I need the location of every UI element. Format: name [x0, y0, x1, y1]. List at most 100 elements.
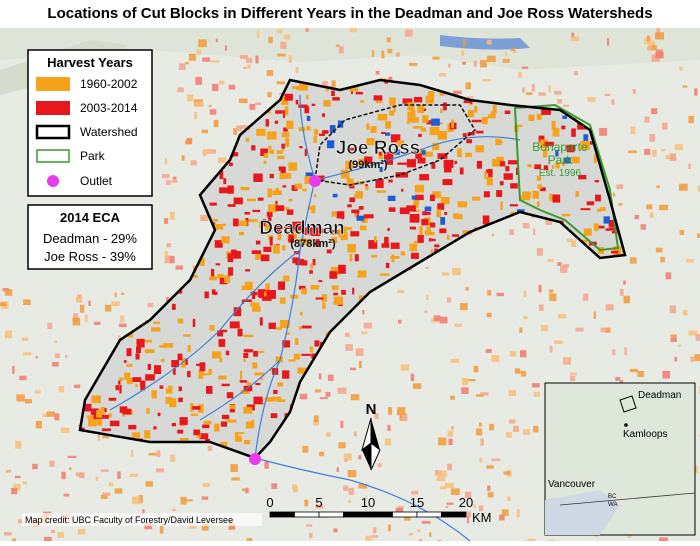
cut-block [606, 304, 614, 310]
cut-block [168, 386, 172, 391]
cut-block [148, 364, 151, 370]
cut-block [185, 62, 189, 64]
cut-block [445, 483, 454, 488]
cut-block [438, 131, 447, 140]
cut-block [537, 248, 543, 256]
cut-block [183, 334, 191, 336]
cut-block [522, 67, 528, 69]
cut-block [594, 312, 596, 319]
cut-block [202, 496, 208, 499]
cut-block [467, 511, 471, 517]
cut-block [434, 315, 441, 321]
cut-block [282, 185, 286, 187]
cut-block [276, 327, 281, 330]
cut-block [630, 257, 637, 263]
cut-block [410, 214, 420, 223]
cut-block [439, 228, 446, 233]
cut-block [35, 390, 41, 393]
cut-block [239, 232, 244, 235]
cut-block [15, 441, 21, 449]
cut-block [275, 110, 283, 113]
cut-block [280, 42, 286, 49]
cut-block [336, 45, 340, 47]
cut-block [451, 359, 460, 363]
cut-block [527, 164, 531, 167]
cut-block [480, 392, 488, 395]
park-label: Est. 1996 [539, 168, 582, 179]
cut-block [407, 159, 416, 167]
cut-block [647, 36, 650, 41]
cut-block [465, 153, 472, 158]
cut-block [277, 81, 285, 84]
cut-block [92, 395, 101, 403]
cut-block [165, 158, 167, 165]
cut-block [225, 46, 227, 51]
cut-block [164, 218, 168, 224]
cut-block [373, 527, 377, 533]
cut-block [500, 181, 504, 185]
cut-block [277, 150, 283, 153]
cut-block [191, 414, 198, 416]
water [440, 217, 445, 225]
cut-block [454, 161, 457, 164]
cut-block [489, 424, 494, 430]
cut-block [4, 532, 12, 536]
cut-block [319, 373, 322, 379]
cut-block [539, 285, 542, 293]
cut-block [278, 281, 285, 289]
cut-block [242, 285, 246, 290]
cut-block [675, 144, 683, 150]
cut-block [453, 213, 460, 217]
cut-block [288, 359, 295, 361]
cut-block [523, 223, 529, 228]
cut-block [607, 38, 609, 46]
cut-block [587, 201, 594, 205]
cut-block [618, 203, 622, 206]
cut-block [208, 446, 213, 451]
cut-block [374, 95, 383, 100]
cut-block [448, 439, 452, 445]
cut-block [110, 421, 120, 427]
cut-block [447, 503, 454, 505]
cut-block [387, 425, 390, 431]
cut-block [177, 87, 183, 92]
cut-block [666, 272, 672, 279]
cut-block [243, 67, 247, 69]
cut-block [214, 423, 219, 431]
cut-block [521, 196, 530, 201]
cut-block [510, 183, 518, 188]
cut-block [132, 496, 141, 504]
cut-block [355, 254, 359, 261]
cut-block [124, 373, 130, 380]
cut-block [486, 349, 492, 353]
cut-block [611, 251, 619, 254]
inset-map: Deadman Kamloops Vancouver BC WA [545, 383, 695, 535]
cut-block [476, 429, 482, 436]
cut-block [587, 97, 595, 102]
cut-block [611, 99, 614, 104]
inset-label: BC [608, 494, 617, 500]
cut-block [670, 153, 676, 160]
cut-block [473, 504, 475, 508]
cut-block [273, 390, 277, 394]
cut-block [440, 486, 447, 489]
water [412, 196, 417, 200]
cut-block [436, 209, 441, 217]
cut-block [452, 234, 459, 237]
cut-block [474, 61, 477, 67]
cut-block [204, 421, 212, 424]
cut-block [136, 347, 141, 353]
cut-block [341, 290, 346, 295]
cut-block [350, 28, 357, 32]
legend-label: Watershed [80, 125, 138, 139]
cut-block [438, 471, 447, 477]
cut-block [311, 205, 315, 213]
cut-block [162, 174, 169, 178]
cut-block [659, 537, 668, 541]
cut-block [348, 500, 350, 503]
cut-block [474, 106, 477, 112]
cut-block [537, 201, 539, 206]
cut-block [254, 372, 264, 375]
cut-block [65, 355, 67, 358]
